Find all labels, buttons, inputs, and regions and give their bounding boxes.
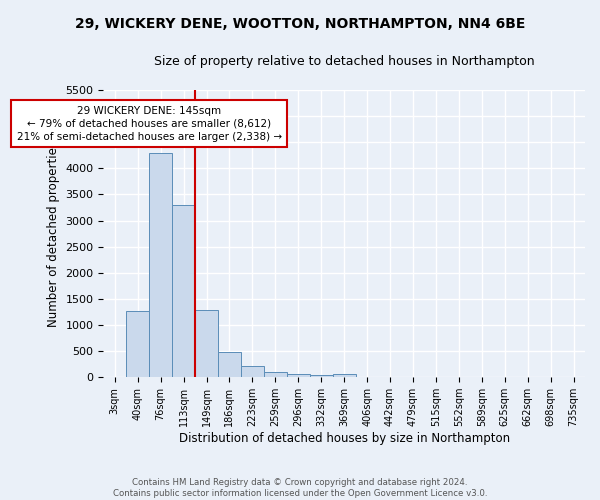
- Text: Contains HM Land Registry data © Crown copyright and database right 2024.
Contai: Contains HM Land Registry data © Crown c…: [113, 478, 487, 498]
- Y-axis label: Number of detached properties: Number of detached properties: [47, 140, 60, 326]
- Bar: [287, 374, 310, 377]
- Text: 29, WICKERY DENE, WOOTTON, NORTHAMPTON, NN4 6BE: 29, WICKERY DENE, WOOTTON, NORTHAMPTON, …: [75, 18, 525, 32]
- Bar: [126, 311, 149, 377]
- Bar: [264, 372, 287, 377]
- Bar: [332, 374, 356, 377]
- Bar: [241, 366, 264, 377]
- X-axis label: Distribution of detached houses by size in Northampton: Distribution of detached houses by size …: [179, 432, 510, 445]
- Bar: [172, 205, 195, 377]
- Bar: [149, 152, 172, 377]
- Bar: [310, 374, 332, 377]
- Text: 29 WICKERY DENE: 145sqm
← 79% of detached houses are smaller (8,612)
21% of semi: 29 WICKERY DENE: 145sqm ← 79% of detache…: [17, 106, 282, 142]
- Bar: [218, 352, 241, 377]
- Title: Size of property relative to detached houses in Northampton: Size of property relative to detached ho…: [154, 55, 535, 68]
- Bar: [195, 310, 218, 377]
